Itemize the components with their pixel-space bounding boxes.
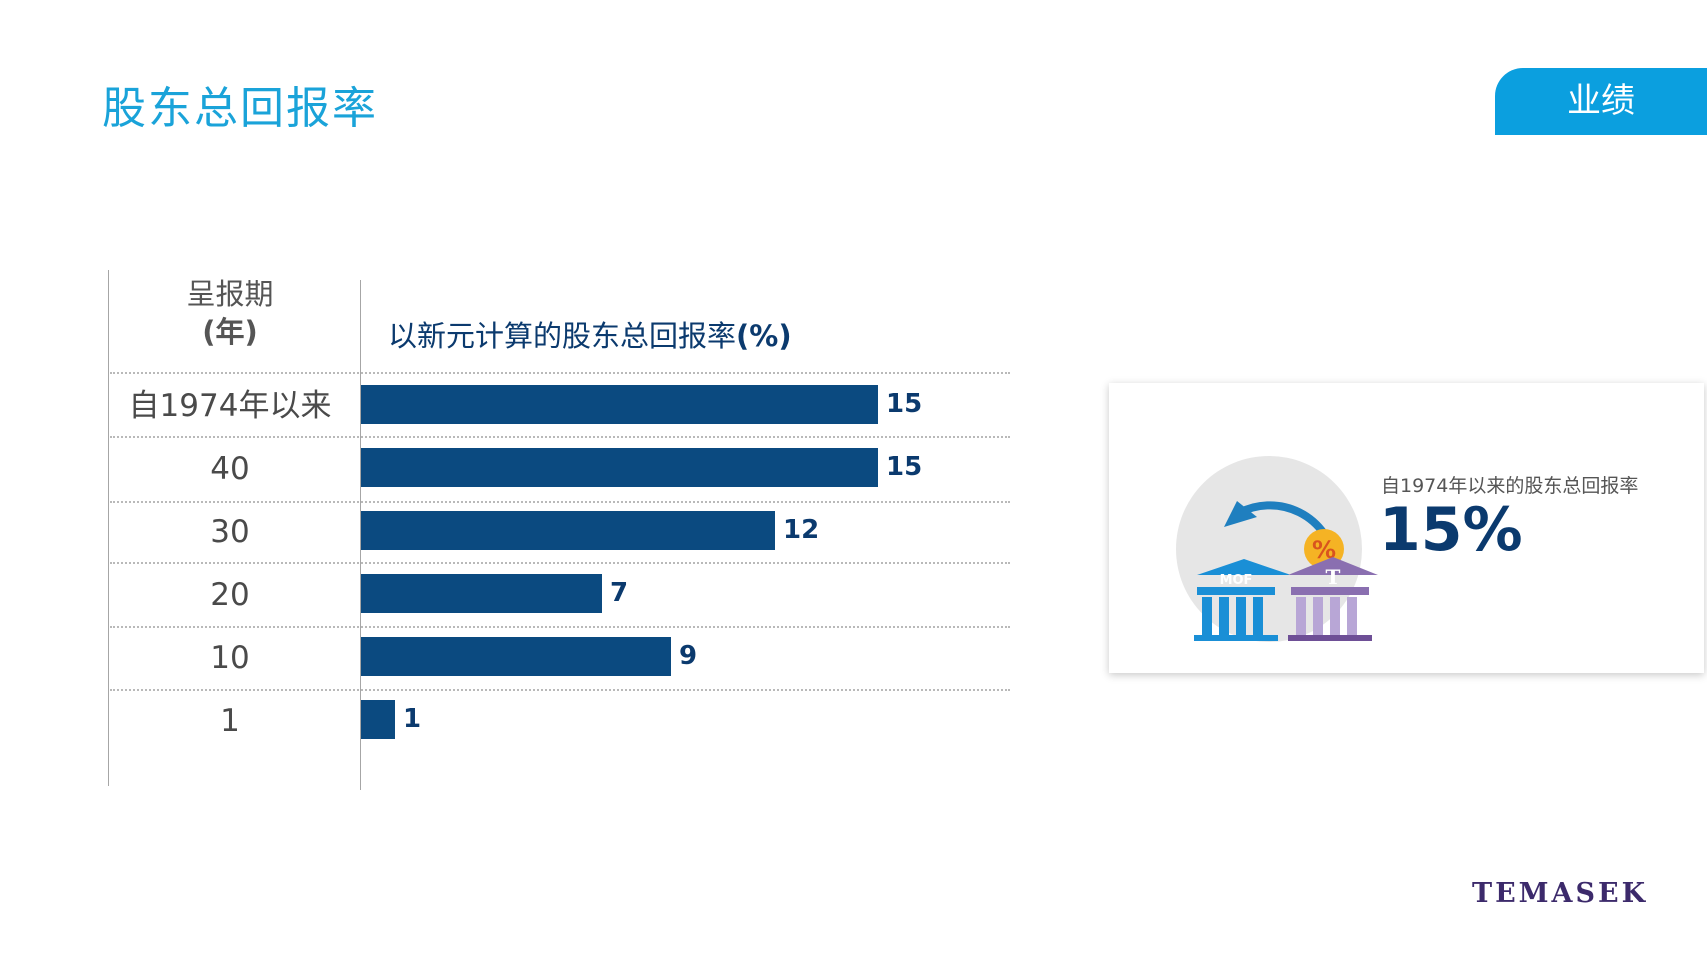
chart-header-unit: (%) bbox=[736, 319, 792, 353]
bar-value-label: 7 bbox=[610, 578, 629, 608]
bar-value-label: 9 bbox=[679, 641, 698, 671]
row-label: 1 bbox=[220, 703, 240, 739]
row-divider bbox=[110, 562, 1010, 564]
bar bbox=[361, 385, 878, 424]
page-title: 股东总回报率 bbox=[102, 83, 378, 134]
period-header-label: 呈报期 bbox=[186, 277, 274, 311]
row-label: 10 bbox=[210, 640, 250, 676]
mof-label: MOF bbox=[1220, 573, 1253, 588]
row-label: 20 bbox=[210, 577, 250, 613]
card-caption: 自1974年以来的股东总回报率 bbox=[1381, 475, 1639, 497]
row-label: 40 bbox=[210, 451, 250, 487]
temasek-t-label: T bbox=[1326, 565, 1341, 589]
section-tab-performance[interactable]: 业绩 bbox=[1495, 68, 1707, 135]
chart-header: 以新元计算的股东总回报率(%) bbox=[388, 313, 792, 355]
row-divider bbox=[110, 689, 1010, 691]
table-column-divider bbox=[360, 280, 361, 790]
bar-value-label: 15 bbox=[886, 452, 923, 482]
bar bbox=[361, 574, 602, 613]
period-header: 呈报期 (年) bbox=[110, 275, 350, 351]
table-left-border bbox=[108, 270, 109, 786]
bar bbox=[361, 637, 671, 676]
bar-value-label: 15 bbox=[886, 389, 923, 419]
bar bbox=[361, 448, 878, 487]
card-value: 15% bbox=[1379, 495, 1523, 565]
summary-card: % MOF T 自1974年以来的股东总回报率 15% bbox=[1109, 383, 1704, 673]
temasek-logo: TEMASEK bbox=[1472, 878, 1649, 909]
row-divider bbox=[110, 501, 1010, 503]
fund-transfer-icon: % MOF T bbox=[1176, 456, 1378, 642]
bar-value-label: 1 bbox=[403, 704, 422, 734]
chart-header-label: 以新元计算的股东总回报率 bbox=[388, 319, 737, 353]
row-label: 30 bbox=[210, 514, 250, 550]
period-header-unit: (年) bbox=[202, 315, 258, 349]
bar bbox=[361, 511, 775, 550]
row-divider bbox=[110, 436, 1010, 438]
row-label: 自1974年以来 bbox=[128, 388, 332, 424]
returns-table: 呈报期 (年) 以新元计算的股东总回报率(%) 自1974年以来 15 40 15 30… bbox=[108, 270, 1010, 790]
row-divider bbox=[110, 372, 1010, 374]
row-divider bbox=[110, 626, 1010, 628]
bar bbox=[361, 700, 395, 739]
bar-value-label: 12 bbox=[783, 515, 820, 545]
